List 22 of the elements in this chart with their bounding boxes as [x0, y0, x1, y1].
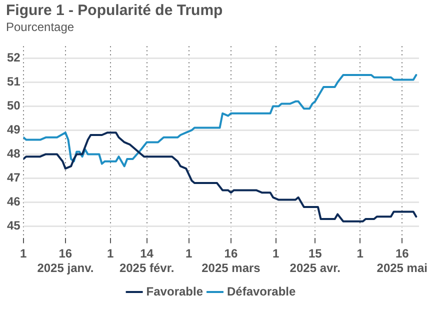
x-tick-label: 15 2025 avr. — [290, 246, 341, 276]
chart-title: Figure 1 - Popularité de Trump — [6, 2, 223, 19]
x-tick-label: 1 — [20, 246, 28, 261]
y-tick-label: 45 — [6, 218, 21, 233]
legend-label: Favorable — [146, 284, 204, 298]
x-tick-label: 14 2025 févr. — [119, 246, 174, 276]
x-tick-label: 16 2025 janv. — [37, 246, 94, 276]
y-tick-label: 46 — [6, 194, 21, 209]
y-tick-label: 50 — [6, 98, 21, 113]
x-tick-label: 1 — [106, 246, 114, 261]
y-tick-label: 49 — [6, 122, 21, 137]
y-tick-label: 52 — [6, 50, 21, 65]
x-tick-label: 1 — [186, 246, 193, 261]
x-tick-label: 16 2025 mars — [202, 246, 261, 276]
x-tick-label: 16 2025 mai — [376, 246, 428, 276]
y-axis-title: Pourcentage — [6, 20, 74, 34]
y-tick-label: 48 — [6, 146, 21, 161]
legend-label: Défavorable — [226, 284, 296, 298]
x-tick-label: 1 — [356, 246, 364, 261]
y-tick-label: 47 — [6, 170, 21, 185]
y-tick-label: 51 — [6, 74, 21, 89]
x-tick-label: 1 — [272, 246, 280, 261]
